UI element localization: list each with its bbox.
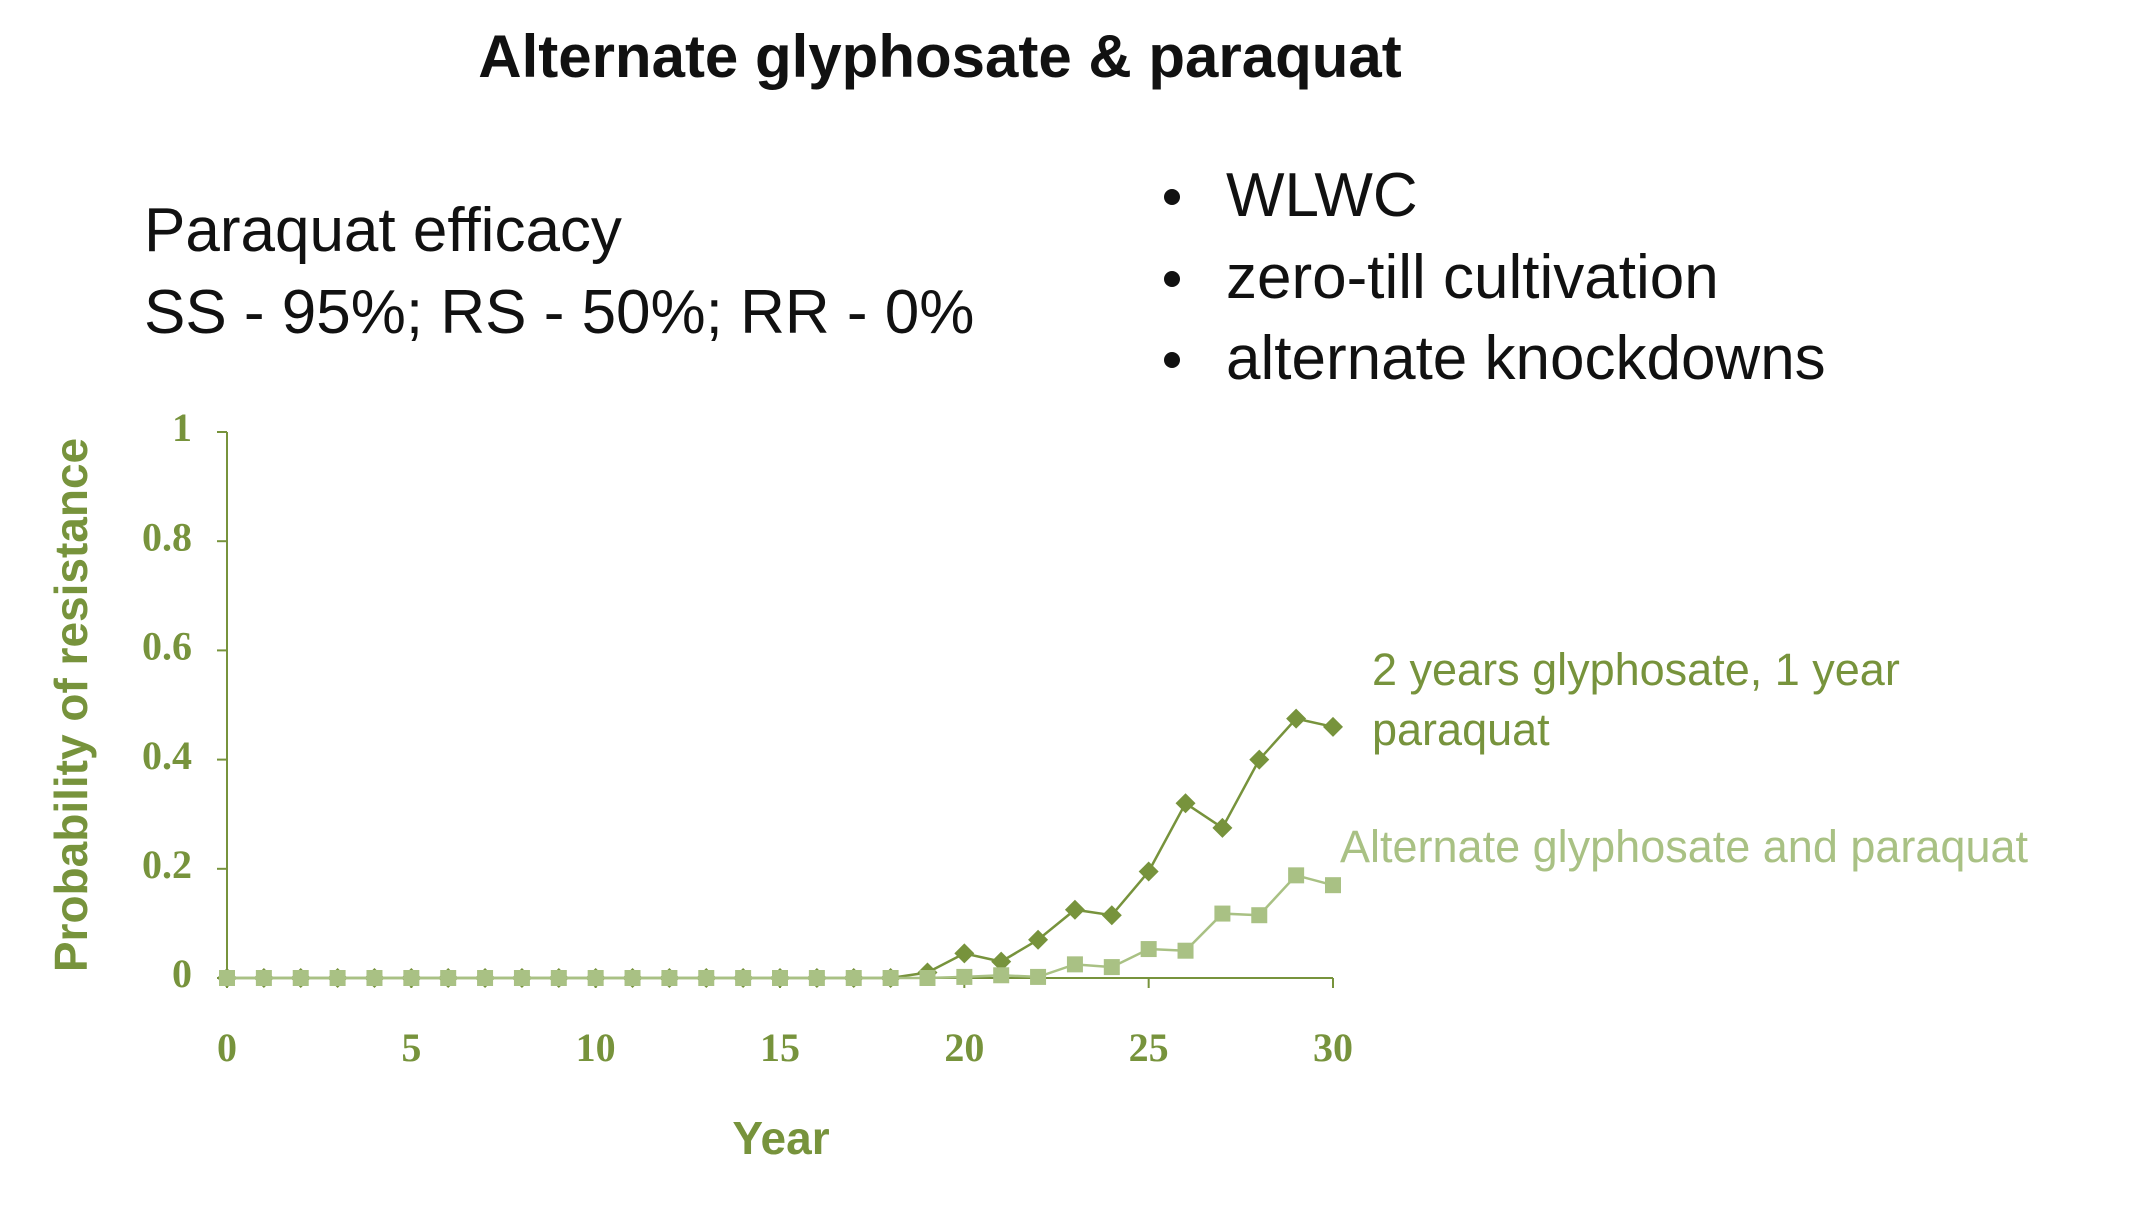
- x-tick-label: 10: [576, 1025, 616, 1070]
- diamond-marker: [1028, 929, 1049, 950]
- series-line: [227, 873, 1334, 980]
- y-tick-label: 0.2: [142, 842, 192, 887]
- diamond-marker: [1249, 749, 1270, 770]
- y-tick-label: 0.4: [142, 733, 192, 778]
- square-marker: [403, 970, 420, 986]
- x-axis-title: Year: [732, 1112, 829, 1164]
- bullet-text: zero-till cultivation: [1226, 243, 1719, 312]
- square-marker: [329, 970, 346, 986]
- slide-title: Alternate glyphosate & paraquat: [478, 23, 1402, 90]
- square-marker: [1177, 942, 1194, 959]
- y-tick-label: 0: [172, 951, 192, 996]
- square-marker: [1214, 905, 1231, 922]
- y-tick-label: 0.6: [142, 624, 192, 669]
- square-marker: [1066, 956, 1083, 973]
- x-tick-label: 20: [944, 1025, 984, 1070]
- square-marker: [440, 970, 457, 986]
- diamond-marker: [1101, 905, 1122, 926]
- square-marker: [366, 970, 383, 986]
- diamond-marker: [1323, 716, 1343, 737]
- diamond-marker: [1212, 817, 1233, 838]
- diamond-marker: [1064, 899, 1085, 920]
- x-tick-label: 5: [401, 1025, 421, 1070]
- square-marker: [882, 970, 899, 986]
- square-marker: [1325, 877, 1341, 894]
- square-marker: [1251, 907, 1268, 924]
- square-marker: [661, 970, 678, 986]
- bullet-dot: [1164, 271, 1180, 287]
- square-marker: [919, 970, 936, 986]
- bullet-text: alternate knockdowns: [1226, 324, 1826, 393]
- efficacy-line: Paraquat efficacy: [144, 196, 622, 265]
- y-axis-title: Probability of resistance: [45, 438, 97, 972]
- diamond-marker: [954, 943, 975, 964]
- square-marker: [587, 970, 604, 986]
- square-marker: [1140, 941, 1157, 958]
- square-marker: [1030, 968, 1047, 985]
- square-marker: [219, 970, 235, 986]
- square-marker: [845, 970, 862, 986]
- diamond-marker: [1138, 861, 1159, 882]
- efficacy-line: SS - 95%; RS - 50%; RR - 0%: [144, 278, 975, 347]
- square-marker: [735, 970, 752, 986]
- diamond-marker: [1175, 793, 1196, 814]
- square-marker: [1103, 959, 1120, 976]
- y-tick-label: 1: [172, 405, 192, 450]
- square-marker: [993, 967, 1010, 984]
- bullet-text: WLWC: [1226, 161, 1418, 230]
- x-tick-label: 25: [1129, 1025, 1169, 1070]
- square-marker: [698, 970, 715, 986]
- bullet-dot: [1164, 352, 1180, 368]
- square-marker: [624, 970, 641, 986]
- square-marker: [513, 970, 530, 986]
- series-line: [227, 717, 1334, 980]
- square-marker: [255, 970, 272, 986]
- square-marker: [808, 970, 825, 986]
- square-marker: [772, 970, 788, 986]
- square-marker: [292, 970, 309, 986]
- diamond-marker: [1286, 708, 1307, 729]
- bullet-dot: [1164, 189, 1180, 205]
- square-marker: [956, 968, 973, 985]
- x-tick-label: 0: [217, 1025, 237, 1070]
- series-label: Alternate glyphosate and paraquat: [1340, 821, 2029, 872]
- diamond-marker: [991, 951, 1012, 972]
- x-tick-label: 15: [760, 1025, 800, 1070]
- square-marker: [550, 970, 567, 986]
- series-label: 2 years glyphosate, 1 year paraquat: [1372, 644, 1900, 755]
- square-marker: [477, 970, 494, 986]
- x-tick-label: 30: [1313, 1025, 1353, 1070]
- y-tick-label: 0.8: [142, 514, 192, 559]
- square-marker: [1288, 867, 1305, 884]
